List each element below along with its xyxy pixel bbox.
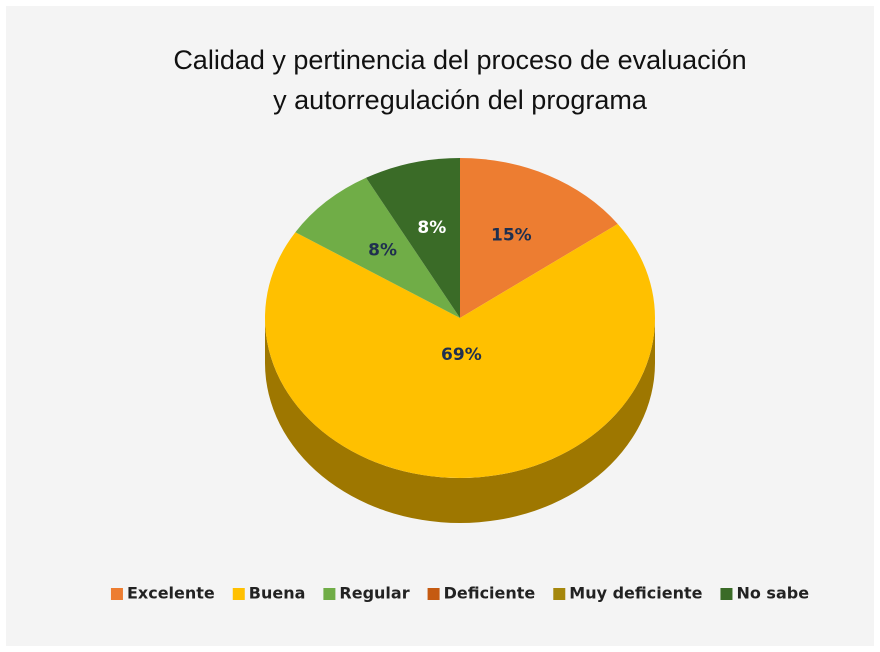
legend-swatch (323, 588, 336, 600)
data-label: 15% (491, 225, 532, 245)
legend-swatch (427, 588, 440, 600)
legend-label: Muy deficiente (569, 584, 702, 603)
slice-side (265, 318, 655, 523)
chart-title: Calidad y pertinencia del proceso de eva… (173, 45, 746, 75)
legend-label: No sabe (736, 584, 809, 603)
data-label: 8% (368, 240, 397, 260)
slice (264, 223, 655, 478)
legend-swatch (720, 588, 733, 600)
legend-swatch (110, 588, 123, 600)
legend-label: Regular (339, 584, 409, 603)
legend-swatch (553, 588, 566, 600)
legend-label: Excelente (127, 584, 215, 603)
data-label: 69% (441, 345, 482, 365)
data-label: 8% (417, 218, 446, 238)
legend-swatch (232, 588, 245, 600)
legend-label: Deficiente (444, 584, 536, 603)
slice (366, 158, 460, 318)
slice (295, 177, 460, 318)
legend-label: Buena (249, 584, 306, 603)
slice (460, 158, 618, 318)
chart-title: y autorregulación del programa (273, 85, 648, 115)
